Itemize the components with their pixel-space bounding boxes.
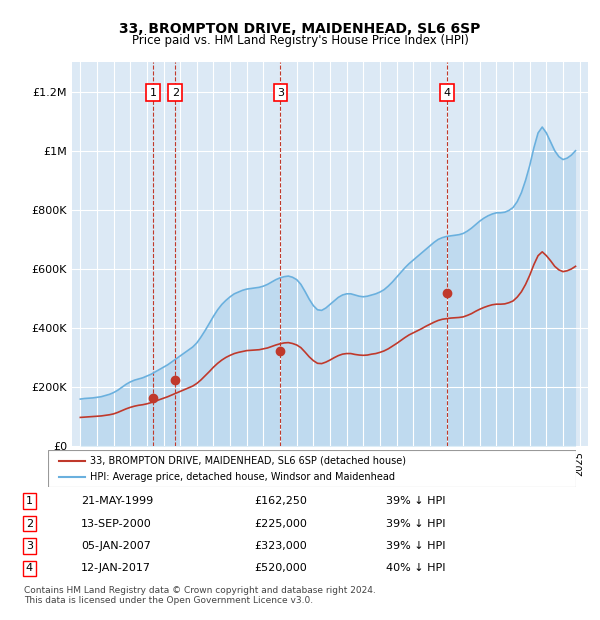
Text: 4: 4 [26,564,33,574]
Text: 39% ↓ HPI: 39% ↓ HPI [386,541,446,551]
Text: 05-JAN-2007: 05-JAN-2007 [81,541,151,551]
Text: 1: 1 [150,88,157,98]
Text: Contains HM Land Registry data © Crown copyright and database right 2024.
This d: Contains HM Land Registry data © Crown c… [24,586,376,605]
Text: 40% ↓ HPI: 40% ↓ HPI [386,564,446,574]
Text: £162,250: £162,250 [254,496,307,506]
FancyBboxPatch shape [48,450,576,487]
Text: £323,000: £323,000 [254,541,307,551]
Text: 1: 1 [26,496,33,506]
Text: HPI: Average price, detached house, Windsor and Maidenhead: HPI: Average price, detached house, Wind… [90,472,395,482]
Text: 13-SEP-2000: 13-SEP-2000 [81,518,152,528]
Text: 12-JAN-2017: 12-JAN-2017 [81,564,151,574]
Text: 21-MAY-1999: 21-MAY-1999 [81,496,154,506]
Text: 39% ↓ HPI: 39% ↓ HPI [386,518,446,528]
Text: 33, BROMPTON DRIVE, MAIDENHEAD, SL6 6SP: 33, BROMPTON DRIVE, MAIDENHEAD, SL6 6SP [119,22,481,36]
Text: 3: 3 [277,88,284,98]
Text: 39% ↓ HPI: 39% ↓ HPI [386,496,446,506]
Text: 2: 2 [172,88,179,98]
Text: Price paid vs. HM Land Registry's House Price Index (HPI): Price paid vs. HM Land Registry's House … [131,34,469,47]
Text: 33, BROMPTON DRIVE, MAIDENHEAD, SL6 6SP (detached house): 33, BROMPTON DRIVE, MAIDENHEAD, SL6 6SP … [90,456,406,466]
Text: £520,000: £520,000 [254,564,307,574]
Text: 2: 2 [26,518,33,528]
Text: 4: 4 [443,88,451,98]
Text: £225,000: £225,000 [254,518,307,528]
Text: 3: 3 [26,541,33,551]
